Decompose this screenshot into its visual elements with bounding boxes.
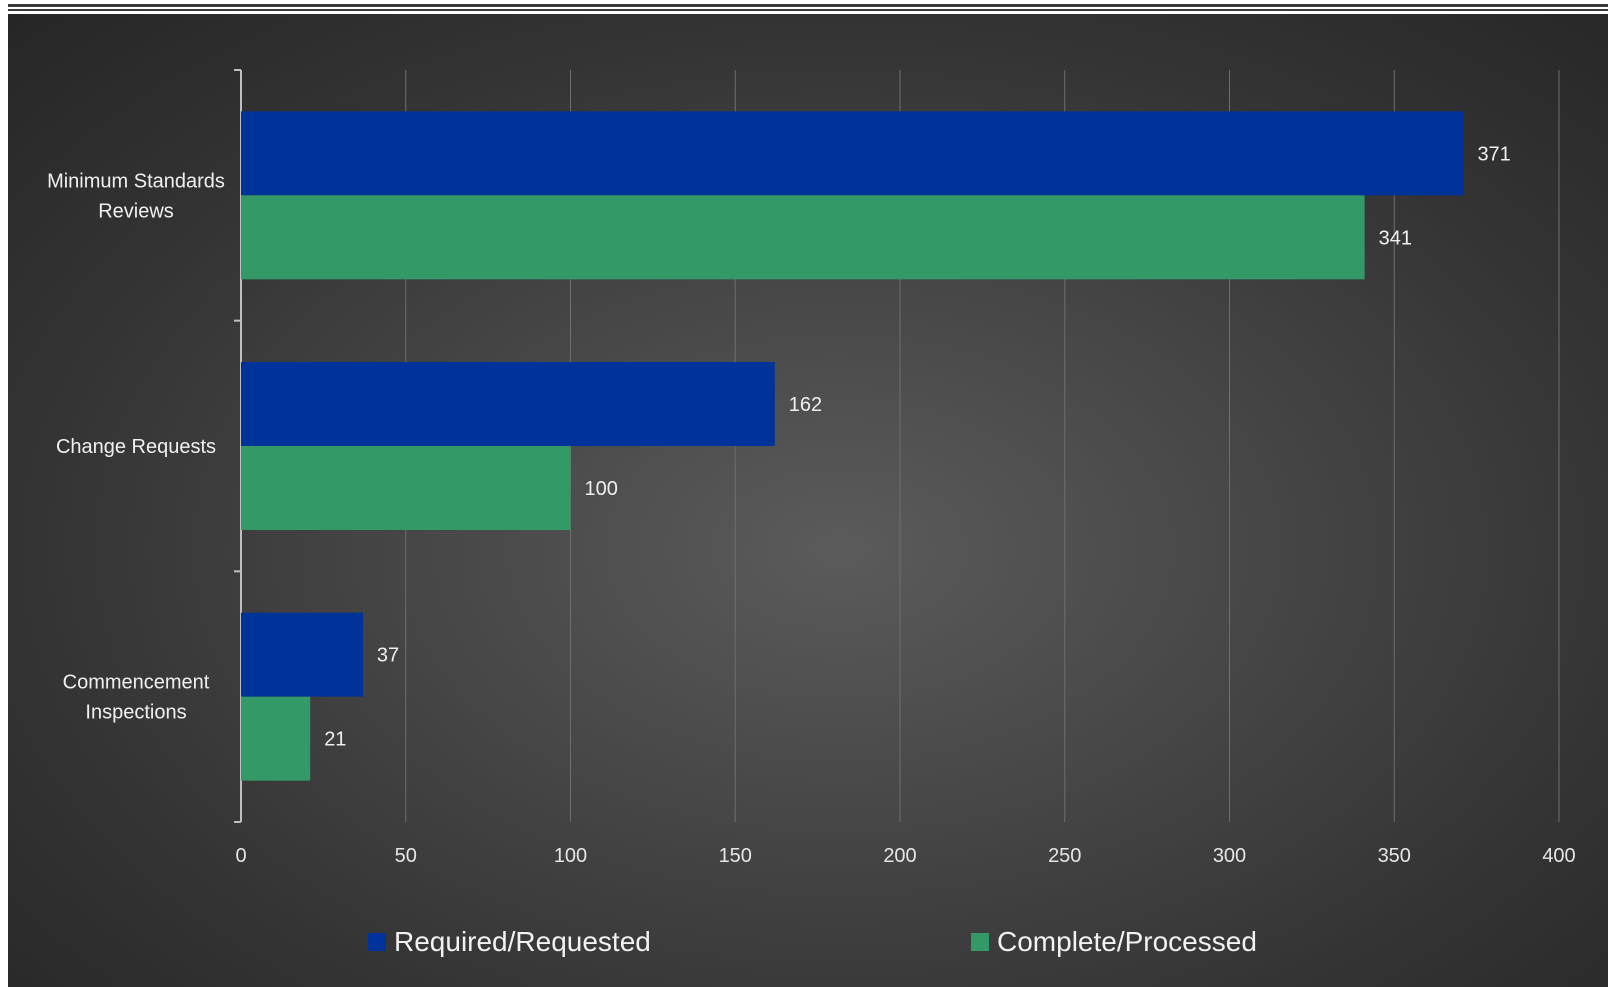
bar <box>241 446 571 530</box>
x-tick-label: 150 <box>719 845 752 867</box>
legend-item-complete: Complete/Processed <box>971 922 1257 962</box>
bar <box>241 362 775 446</box>
category-label: Inspections <box>85 702 186 724</box>
x-tick-label: 0 <box>235 845 246 867</box>
bar <box>241 111 1464 196</box>
category-axis <box>234 69 242 823</box>
legend: Required/Requested Complete/Processed <box>0 922 1608 962</box>
bar <box>241 612 363 697</box>
x-tick-label: 50 <box>395 845 417 867</box>
x-tick-label: 250 <box>1048 845 1081 867</box>
data-label: 162 <box>789 394 822 416</box>
legend-swatch-complete <box>971 933 989 951</box>
data-label: 21 <box>324 729 346 751</box>
x-axis-ticks: 0 50 100 150 200 250 300 350 400 <box>235 845 1575 867</box>
category-label: Reviews <box>98 200 174 222</box>
legend-swatch-required <box>368 933 386 951</box>
x-tick-label: 100 <box>554 845 587 867</box>
category-label: Change Requests <box>56 436 216 458</box>
x-tick-label: 200 <box>883 845 916 867</box>
data-label: 371 <box>1477 143 1510 165</box>
legend-label-complete: Complete/Processed <box>997 926 1257 957</box>
data-label: 37 <box>377 645 399 667</box>
top-rule <box>8 9 1608 11</box>
data-labels: 371 341 162 100 37 21 <box>324 143 1511 750</box>
bar <box>241 696 311 781</box>
bars <box>241 111 1464 781</box>
category-label: Commencement <box>63 672 210 694</box>
x-tick-label: 300 <box>1213 845 1246 867</box>
legend-label-required: Required/Requested <box>394 926 651 957</box>
legend-item-required: Required/Requested <box>368 922 651 962</box>
top-rule <box>8 4 1608 7</box>
data-label: 100 <box>585 478 618 500</box>
bar <box>241 195 1365 280</box>
x-tick-label: 400 <box>1542 845 1575 867</box>
data-label: 341 <box>1379 227 1412 249</box>
x-tick-label: 350 <box>1378 845 1411 867</box>
category-label: Minimum Standards <box>47 170 225 192</box>
category-labels: Minimum Standards Reviews Change Requests C… <box>47 170 225 723</box>
